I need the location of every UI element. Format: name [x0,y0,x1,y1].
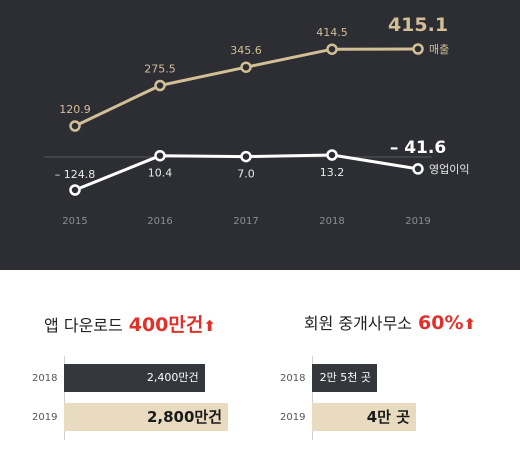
revenue-profit-line-chart: 120.9 275.5 345.6 414.5 415.1 매출 – 124.8 10.4 7.… [0,0,520,270]
year-label-2019: 2019 [280,412,306,423]
x-tick-label: 2017 [233,216,258,227]
member-agencies-panel: 회원 중개사무소 60%⬆ 2018 2019 2만 5천 곳 4만 곳 [260,270,520,476]
bar-value-label: 2,800만건 [146,408,222,426]
revenue-point [412,43,424,55]
panel-title-text: 회원 중개사무소 [303,314,413,333]
x-tick-label: 2018 [319,216,344,227]
profit-value-label: – 124.8 [55,168,96,181]
x-tick-label: 2016 [147,216,172,227]
year-label-2018: 2018 [280,373,306,384]
revenue-point [154,79,166,92]
bar-2019: 2,800만건 [64,403,228,431]
profit-value-label: – 41.6 [390,138,446,158]
x-tick-label: 2019 [405,216,430,227]
x-tick-label: 2015 [62,216,87,227]
revenue-series-label: 매출 [429,43,449,56]
bar-2018: 2,400만건 [64,364,205,392]
profit-point [326,149,338,161]
chart-background [0,0,520,270]
year-label-2019: 2019 [32,412,58,423]
up-arrow-icon: ⬆ [203,317,216,335]
panel-title: 회원 중개사무소 60%⬆ [260,310,520,334]
bar-2019: 4만 곳 [312,403,416,431]
profit-value-label: 10.4 [148,167,173,180]
profit-value-label: 13.2 [320,166,345,179]
app-downloads-panel: 앱 다운로드 400만건⬆ 2018 2019 2,400만건 2,800만건 [0,270,260,476]
bar-axis-line [312,356,313,440]
panel-highlight: 60% [418,312,464,334]
panel-title: 앱 다운로드 400만건⬆ [0,310,260,337]
panel-highlight: 400만건 [128,314,204,336]
profit-point [240,150,252,163]
revenue-point [326,43,338,55]
profit-value-label: 7.0 [237,168,255,181]
revenue-value-label: 345.6 [230,44,262,57]
profit-point [412,163,424,175]
revenue-point [69,120,81,132]
revenue-value-label: 414.5 [316,26,348,39]
revenue-value-label: 275.5 [144,63,176,76]
bar-value-label: 2,400만건 [146,371,199,384]
revenue-point [240,61,252,73]
profit-point [69,184,81,196]
panel-title-text: 앱 다운로드 [44,316,123,335]
bar-value-label: 4만 곳 [366,408,410,426]
revenue-value-label: 415.1 [388,14,448,36]
bar-value-label: 2만 5천 곳 [319,371,371,384]
up-arrow-icon: ⬆ [463,315,477,333]
bar-axis-line [64,356,65,440]
bar-2018: 2만 5천 곳 [312,364,377,392]
profit-series-label: 영업이익 [429,163,469,176]
profit-point [154,149,166,162]
year-label-2018: 2018 [32,373,58,384]
revenue-value-label: 120.9 [59,103,91,116]
